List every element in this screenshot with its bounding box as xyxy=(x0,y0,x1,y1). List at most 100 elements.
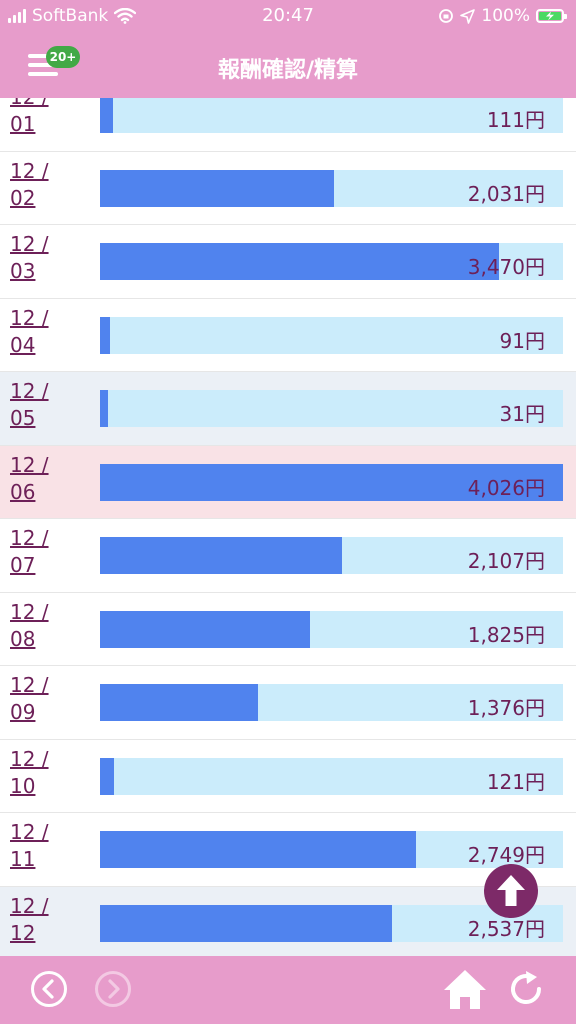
amount-bar-fill xyxy=(100,463,563,501)
back-button[interactable] xyxy=(30,970,68,1008)
table-row: 12 /12 2,537円 xyxy=(0,886,576,956)
date-month: 12 / xyxy=(10,305,49,330)
date-link[interactable]: 12 / 07 xyxy=(10,525,49,579)
amount-bar-fill xyxy=(100,316,110,354)
amount-label: 111円 xyxy=(486,108,545,132)
forward-button[interactable] xyxy=(94,970,132,1008)
amount-label: 2,749円 xyxy=(467,843,545,867)
date-month: 12 / xyxy=(10,232,49,256)
amount-bar-fill xyxy=(100,831,416,868)
orientation-lock-icon xyxy=(439,9,454,23)
date-day: 07 xyxy=(10,553,36,577)
amount-bar-track: 121円 xyxy=(100,757,563,795)
amount-bar-track: 111円 xyxy=(100,98,563,133)
date-link[interactable]: 12 / 01 xyxy=(10,98,49,138)
date-month: 12 / xyxy=(10,379,49,403)
amount-bar-track: 1,376円 xyxy=(100,684,563,721)
date-day: 01 xyxy=(10,112,36,136)
table-row: 12 / 07 2,107円 xyxy=(0,519,576,593)
date-day: 05 xyxy=(10,406,36,430)
status-time: 20:47 xyxy=(262,5,314,26)
date-day: 02 xyxy=(10,185,36,210)
status-right: 100% xyxy=(438,5,567,27)
table-row: 12 / 11 2,749円 xyxy=(0,813,576,887)
amount-label: 4,026円 xyxy=(467,475,545,500)
home-button[interactable] xyxy=(442,966,488,1012)
date-day: 03 xyxy=(10,259,36,283)
date-month: 12 / xyxy=(10,746,49,771)
amount-bar-fill xyxy=(100,537,342,574)
date-day: 11 xyxy=(10,847,36,871)
amount-label: 31円 xyxy=(499,402,545,426)
scroll-to-top-button[interactable] xyxy=(484,864,538,918)
date-link[interactable]: 12 / 05 xyxy=(10,378,49,432)
amount-bar-track: 31円 xyxy=(100,390,563,427)
amount-bar-track: 91円 xyxy=(100,316,563,354)
date-month: 12 / xyxy=(10,673,49,697)
signal-icon xyxy=(8,9,26,23)
bottom-toolbar xyxy=(0,956,576,1024)
amount-bar-track: 3,470円 xyxy=(100,243,563,280)
table-row: 12 /08 1,825円 xyxy=(0,592,576,666)
date-month: 12 / xyxy=(10,599,49,624)
amount-bar-fill xyxy=(100,390,108,427)
amount-label: 2,107円 xyxy=(467,549,545,573)
amount-bar-fill xyxy=(100,169,334,207)
home-icon xyxy=(444,970,486,1009)
amount-label: 3,470円 xyxy=(467,255,545,279)
amount-label: 2,031円 xyxy=(467,181,545,206)
date-link[interactable]: 12 /10 xyxy=(10,746,49,800)
table-row: 12 /10 121円 xyxy=(0,739,576,813)
location-arrow-icon xyxy=(460,8,476,24)
amount-bar-track: 2,107円 xyxy=(100,537,563,574)
date-day: 04 xyxy=(10,332,36,357)
amount-bar-track: 2,749円 xyxy=(100,831,563,868)
date-link[interactable]: 12 /04 xyxy=(10,305,49,359)
date-link[interactable]: 12 /02 xyxy=(10,158,49,212)
amount-bar-fill xyxy=(100,684,258,721)
notification-badge: 20+ xyxy=(46,46,80,68)
battery-percent: 100% xyxy=(481,6,530,26)
date-day: 08 xyxy=(10,626,36,651)
battery-icon xyxy=(536,9,567,23)
amount-bar-fill xyxy=(100,98,113,133)
table-row: 12 / 05 31円 xyxy=(0,372,576,446)
date-day: 10 xyxy=(10,773,36,798)
amount-bar-track: 2,031円 xyxy=(100,169,563,207)
reload-icon xyxy=(511,971,541,1005)
date-link[interactable]: 12 /12 xyxy=(10,893,49,947)
table-row: 12 / 03 3,470円 xyxy=(0,225,576,299)
date-month: 12 / xyxy=(10,820,49,844)
hamburger-menu-icon xyxy=(28,54,58,76)
date-month: 12 / xyxy=(10,526,49,550)
status-left: SoftBank xyxy=(8,5,137,27)
app-header: 20+ 報酬確認/精算 xyxy=(0,34,576,98)
amount-bar-track: 2,537円 xyxy=(100,904,563,942)
menu-button[interactable]: 20+ xyxy=(22,46,82,86)
amount-label: 2,537円 xyxy=(467,916,545,941)
chevron-left-circle-icon xyxy=(31,971,67,1007)
date-day: 06 xyxy=(10,479,36,504)
date-link[interactable]: 12 /08 xyxy=(10,599,49,653)
table-row: 12 / 09 1,376円 xyxy=(0,666,576,740)
date-link[interactable]: 12 / 03 xyxy=(10,231,49,285)
date-link[interactable]: 12 / 11 xyxy=(10,819,49,873)
date-day: 09 xyxy=(10,700,36,724)
page-title: 報酬確認/精算 xyxy=(217,58,359,83)
table-row: 12 /06 4,026円 xyxy=(0,445,576,519)
amount-label: 91円 xyxy=(499,328,545,353)
wifi-icon xyxy=(114,8,137,24)
date-month: 12 / xyxy=(10,98,49,109)
amount-bar-fill xyxy=(100,757,114,795)
carrier-label: SoftBank xyxy=(32,6,109,26)
reload-button[interactable] xyxy=(506,968,548,1010)
chevron-right-circle-icon xyxy=(95,971,131,1007)
date-month: 12 / xyxy=(10,158,49,183)
amount-bar-track: 4,026円 xyxy=(100,463,563,501)
date-day: 12 xyxy=(10,920,36,945)
date-link[interactable]: 12 /06 xyxy=(10,452,49,506)
status-bar: SoftBank 20:47 100% xyxy=(0,0,576,34)
date-link[interactable]: 12 / 09 xyxy=(10,672,49,726)
